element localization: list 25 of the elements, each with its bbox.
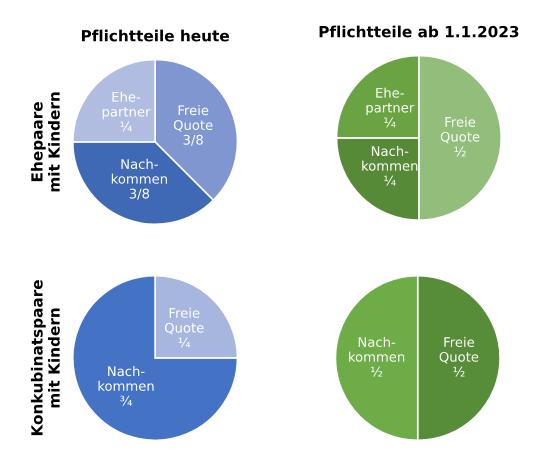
- slice-label: Freie Quote: [440, 116, 480, 144]
- data-label: ½: [454, 146, 466, 156]
- slice-label: Nach- kommen: [98, 366, 154, 391]
- data-label: ½: [371, 366, 382, 377]
- chart-title: Pflichtteile ab 1.1.2023: [320, 26, 518, 38]
- data-label: 3/8: [184, 134, 203, 146]
- slice-label: Nach- kommen: [349, 336, 404, 362]
- data-label: ¼: [178, 337, 190, 348]
- slice-label: Freie Quote: [440, 336, 478, 364]
- data-label: ½: [453, 366, 464, 377]
- slice-label: Ehe- partner: [102, 92, 150, 120]
- data-label: ¼: [384, 117, 396, 128]
- slice-label: Ehe- partner: [366, 88, 414, 116]
- data-label: ¼: [120, 121, 132, 132]
- chart-title: Pflichtteile heute: [82, 30, 229, 42]
- slice-label: Nach- kommen: [362, 146, 418, 171]
- data-label: ¼: [384, 176, 396, 186]
- slice-label: Nach- kommen: [112, 158, 167, 184]
- text: Konkubinatspaare mit Kindern: [30, 280, 60, 436]
- pie-slice: [72, 274, 238, 442]
- text: Ehepaare mit Kindern: [30, 92, 60, 192]
- slice-label: Freie Quote: [164, 308, 204, 334]
- data-label: ¾: [120, 396, 132, 406]
- slice-label: Freie Quote: [174, 105, 213, 132]
- data-label: 3/8: [130, 188, 150, 200]
